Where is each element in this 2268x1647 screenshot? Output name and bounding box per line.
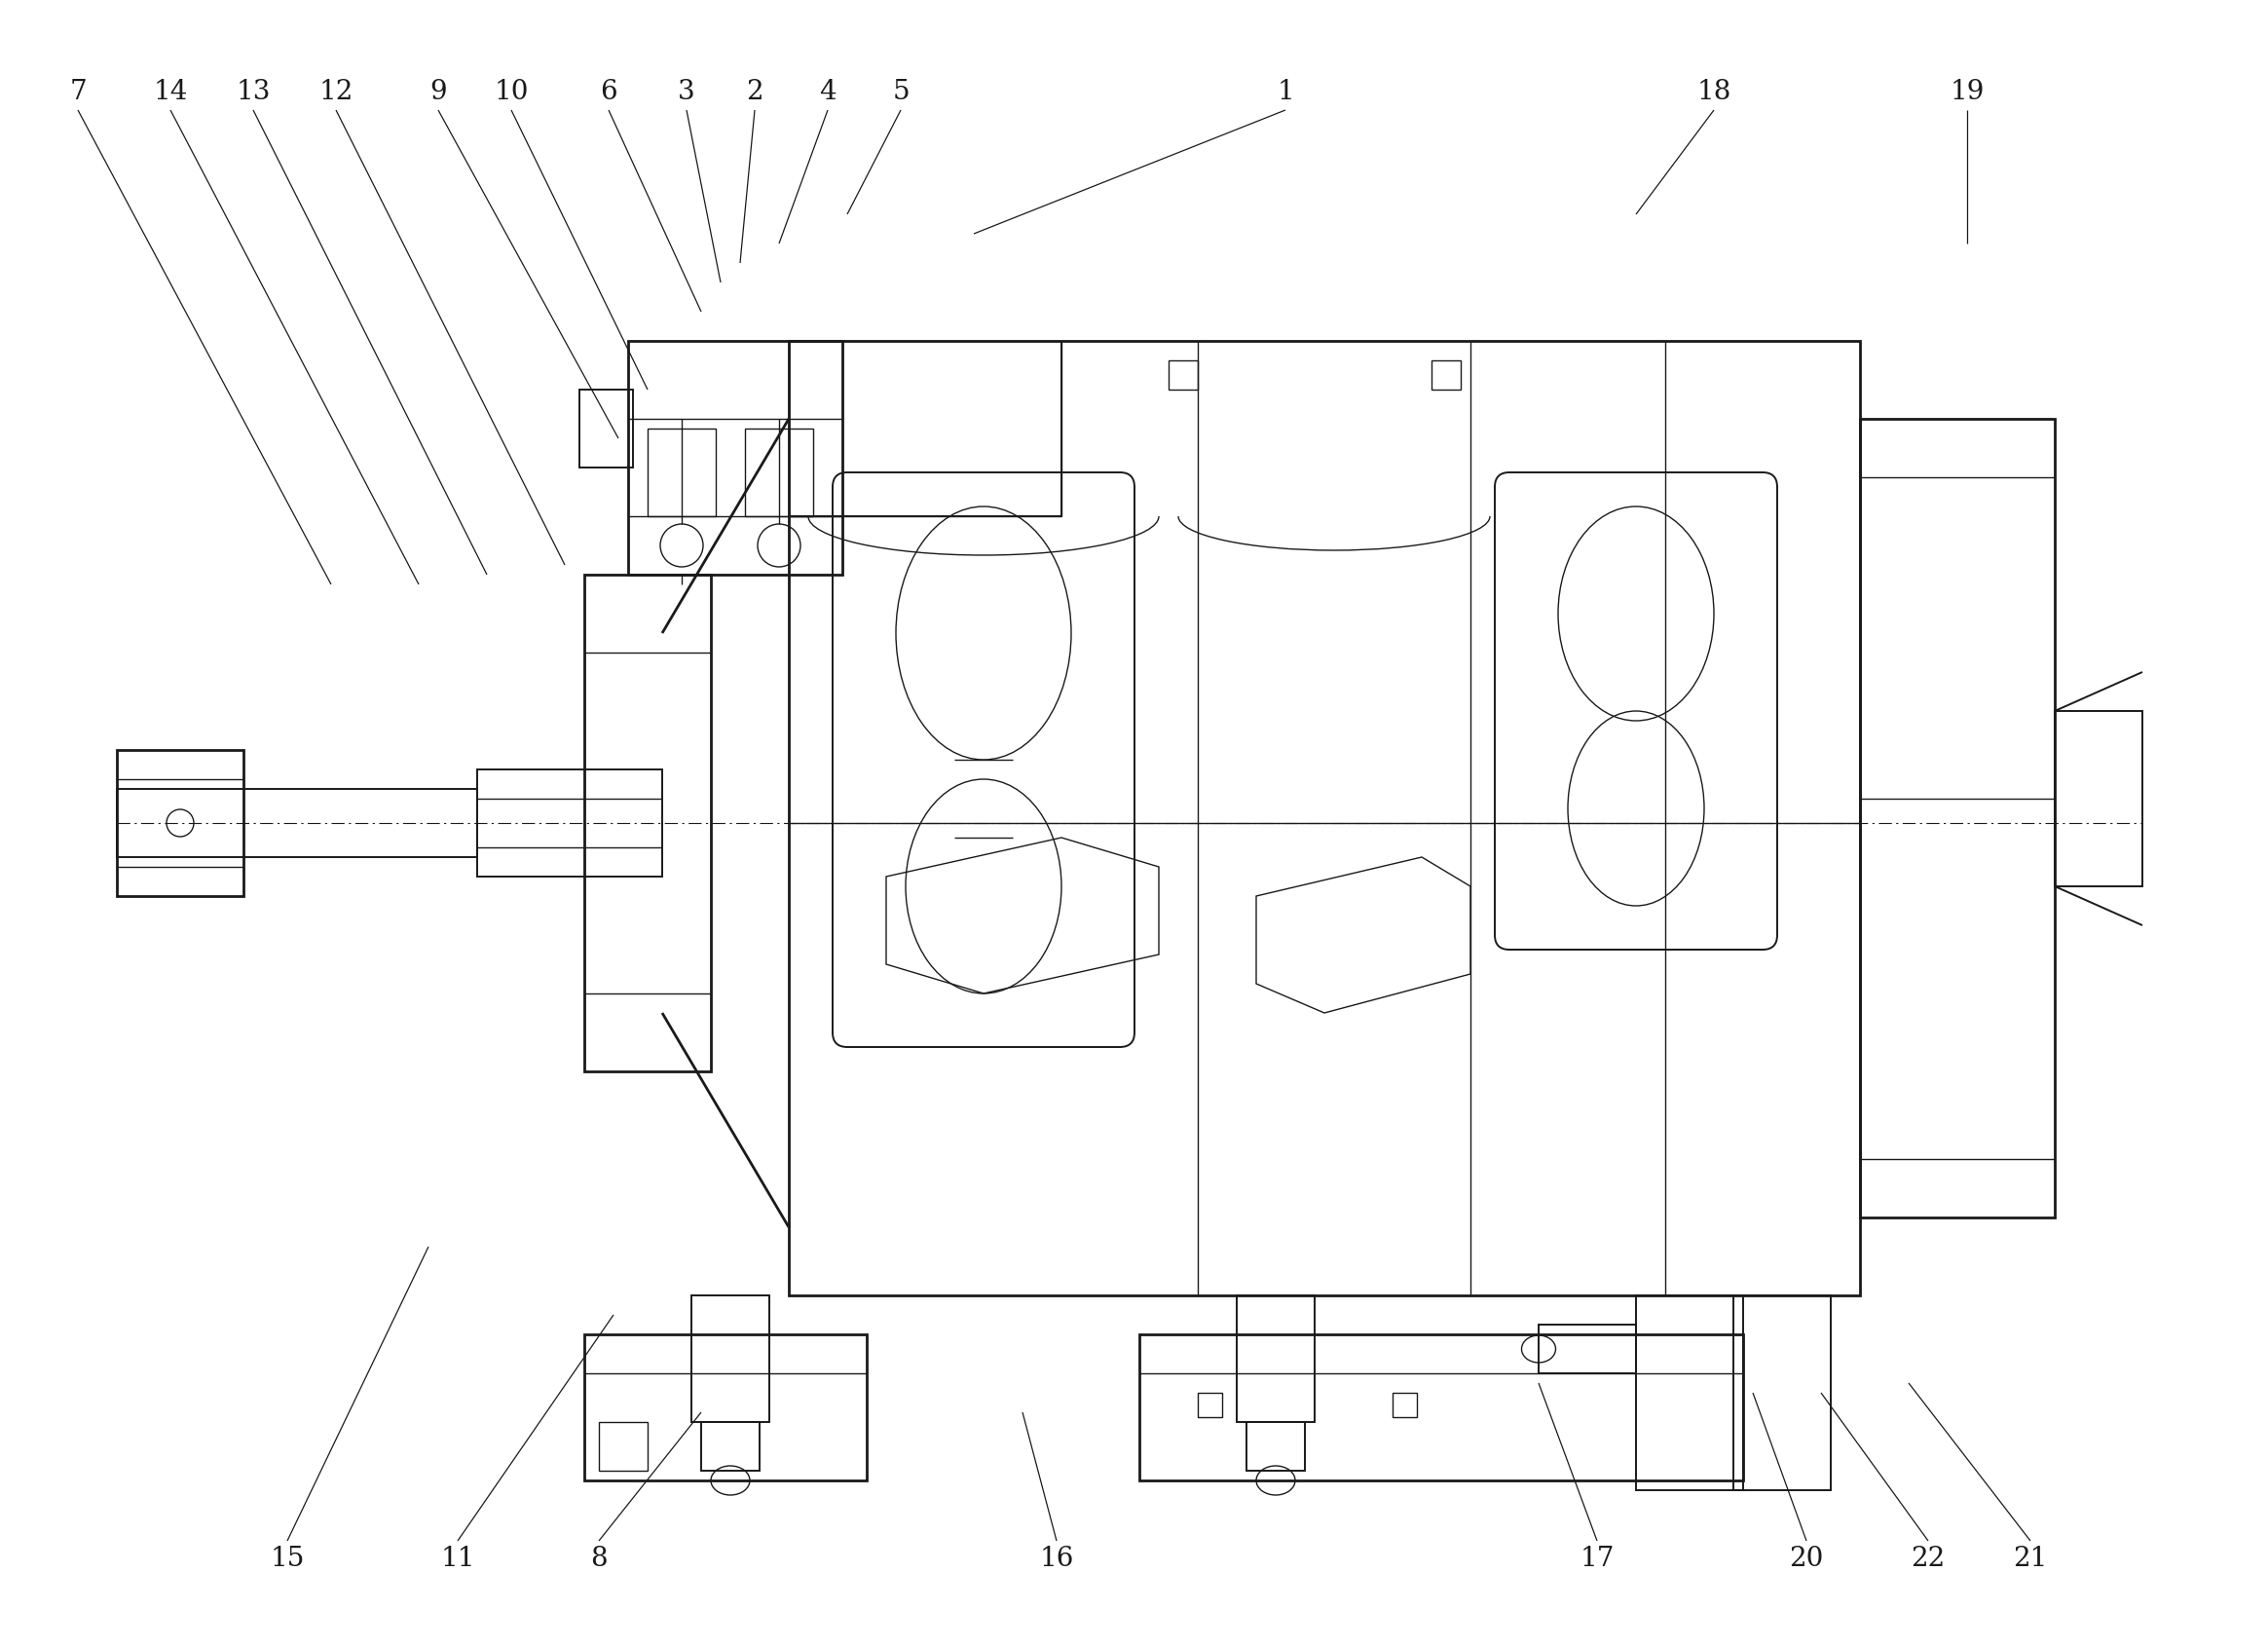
Bar [1860, 418, 2055, 1217]
Text: 17: 17 [1581, 1545, 1615, 1571]
Text: 2: 2 [746, 79, 764, 105]
Text: 21: 21 [2014, 1545, 2048, 1571]
Text: 12: 12 [320, 79, 354, 105]
Text: 22: 22 [1912, 1545, 1946, 1571]
Bar [1236, 1296, 1315, 1421]
Text: 18: 18 [1696, 79, 1730, 105]
Bar [1247, 1421, 1304, 1471]
Text: 11: 11 [440, 1545, 474, 1571]
Bar [789, 341, 1860, 1296]
Bar [599, 1421, 649, 1471]
Bar [476, 769, 662, 876]
Text: 8: 8 [590, 1545, 608, 1571]
Text: 6: 6 [601, 79, 617, 105]
Bar [1168, 361, 1198, 390]
Text: 9: 9 [429, 79, 447, 105]
Bar [1635, 1296, 1744, 1491]
Bar [118, 789, 476, 856]
Bar [649, 428, 717, 516]
Bar [2055, 712, 2143, 886]
Text: 16: 16 [1039, 1545, 1073, 1571]
Bar [628, 341, 841, 575]
Bar [789, 341, 1061, 516]
Text: 20: 20 [1789, 1545, 1823, 1571]
Text: 19: 19 [1950, 79, 1984, 105]
Text: 1: 1 [1277, 79, 1295, 105]
Bar [692, 1296, 769, 1421]
Bar [578, 390, 633, 468]
Bar [744, 428, 814, 516]
Text: 7: 7 [70, 79, 86, 105]
Bar [1139, 1334, 1744, 1481]
Text: 3: 3 [678, 79, 694, 105]
Bar [1393, 1393, 1418, 1416]
Text: 10: 10 [494, 79, 528, 105]
Text: 15: 15 [270, 1545, 304, 1571]
Bar [585, 575, 710, 1072]
Bar [1198, 1393, 1222, 1416]
Text: 14: 14 [154, 79, 188, 105]
Bar [701, 1421, 760, 1471]
Bar [585, 1334, 866, 1481]
Text: 4: 4 [819, 79, 837, 105]
Bar [118, 749, 243, 896]
Bar [1431, 361, 1461, 390]
Text: 5: 5 [891, 79, 909, 105]
Text: 13: 13 [236, 79, 270, 105]
Bar [1538, 1324, 1635, 1374]
Bar [1733, 1296, 1830, 1491]
